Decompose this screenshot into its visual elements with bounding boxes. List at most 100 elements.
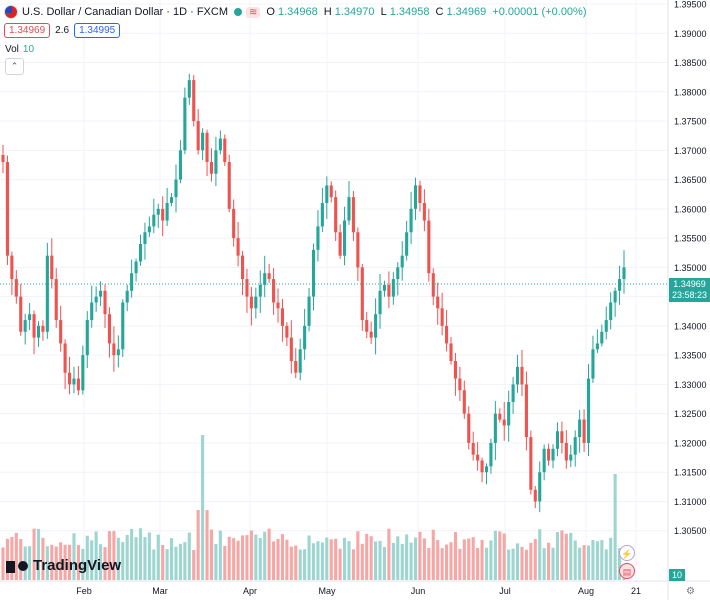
brand-name: TradingView: [33, 557, 122, 574]
candle-body: [258, 284, 262, 297]
candle-body: [555, 431, 560, 449]
volume-value: 10: [22, 44, 35, 55]
volume-bar: [586, 545, 591, 580]
candle-body: [156, 208, 160, 215]
volume-bar: [498, 531, 502, 580]
volume-bar: [378, 540, 382, 580]
buy-button[interactable]: 1.34995: [74, 23, 121, 38]
volume-bar: [161, 544, 165, 580]
volume-bar: [254, 534, 258, 580]
volume-bar: [232, 538, 236, 580]
price-axis[interactable]: 1.39500 1.39000 1.38500 1.38000 1.37500 1.370…: [667, 0, 707, 600]
candle-body: [227, 162, 231, 209]
volume-bar: [320, 542, 324, 580]
volume-bar: [267, 528, 271, 580]
candle-body: [311, 249, 316, 297]
sell-button[interactable]: 1.34969: [4, 23, 51, 38]
candle-body: [600, 331, 604, 344]
candle-body: [405, 232, 409, 256]
candle-body: [391, 279, 395, 297]
candle-body: [374, 314, 378, 338]
candle-body: [329, 185, 333, 198]
volume-bar: [138, 528, 143, 580]
volume-bar: [338, 548, 342, 580]
candle-body: [99, 290, 103, 297]
time-tick-label: May: [318, 586, 336, 596]
volume-bar: [19, 539, 23, 580]
volume-bar: [59, 542, 63, 580]
wave-badge[interactable]: ≋: [246, 6, 261, 18]
candle-body: [174, 179, 178, 198]
volume-bar: [143, 537, 147, 580]
volume-bar: [329, 539, 333, 580]
volume-bar: [311, 543, 316, 580]
price-tick-label: 1.33000: [674, 380, 707, 390]
candle-body: [236, 238, 240, 256]
candle-body: [365, 320, 369, 332]
candle-body: [515, 366, 520, 385]
price-tick-label: 1.37500: [674, 117, 707, 127]
volume-bar: [555, 532, 560, 580]
volume-bar: [50, 544, 54, 580]
volume-bar: [356, 531, 360, 580]
volume-bar: [218, 530, 222, 580]
volume-bar: [85, 535, 89, 580]
candle-body: [489, 442, 493, 467]
change-value: +0.00001 (+0.00%): [492, 6, 587, 18]
price-tick-label: 1.31500: [674, 468, 707, 478]
volume-bar: [165, 549, 169, 580]
volume-bar: [609, 537, 613, 580]
volume-bar: [174, 546, 178, 580]
volume-bar: [36, 528, 41, 580]
collapse-legend-button[interactable]: ⌃: [5, 58, 24, 75]
volume-bar: [134, 537, 138, 580]
volume-bar: [280, 534, 285, 580]
volume-bar: [413, 537, 418, 580]
volume-tag: 10: [669, 569, 685, 581]
volume-bar: [227, 536, 231, 580]
volume-bar: [440, 548, 444, 580]
bar-countdown: 23:58:23: [671, 290, 708, 300]
candle-body: [59, 320, 63, 344]
volume-bar: [369, 536, 373, 580]
candle-body: [547, 448, 551, 461]
tradingview-logo[interactable]: TradingView: [6, 557, 121, 574]
candle-body: [564, 442, 568, 461]
time-tick-label: Jul: [499, 586, 511, 596]
volume-name: Vol: [5, 44, 19, 55]
gear-icon[interactable]: ⚙: [686, 586, 695, 597]
volume-bar: [240, 535, 245, 580]
last-price-value: 1.34969: [673, 279, 706, 289]
volume-legend[interactable]: Vol 10: [5, 44, 34, 55]
time-axis[interactable]: Feb Mar Apr May Jun Jul Aug 21: [0, 580, 710, 596]
candle-body: [484, 466, 489, 473]
flash-icon[interactable]: ⚡: [619, 545, 635, 561]
price-tick-label: 1.38000: [674, 87, 707, 97]
volume-bar: [493, 530, 497, 580]
volume-bar: [564, 533, 568, 580]
calendar-flag-icon[interactable]: ▤: [619, 563, 635, 579]
candle-body: [316, 226, 320, 250]
candle-body: [409, 208, 413, 233]
candle-body: [161, 208, 165, 221]
volume-bar: [449, 542, 453, 580]
price-tick-label: 1.32500: [674, 409, 707, 419]
candle-body: [369, 331, 373, 338]
candle-body: [613, 290, 617, 303]
price-tick-label: 1.35500: [674, 234, 707, 244]
ohlc-values: O 1.34968 H 1.34970 L 1.34958 C 1.34969 +0.0…: [266, 6, 589, 18]
symbol-title[interactable]: U.S. Dollar / Canadian Dollar · 1D · FXC…: [22, 6, 229, 18]
volume-bar: [480, 539, 484, 580]
volume-bar: [578, 547, 582, 580]
candle-body: [351, 197, 355, 233]
candle-body: [76, 378, 80, 391]
volume-bar: [94, 531, 98, 580]
volume-bar: [263, 531, 267, 580]
candle-body: [187, 80, 191, 98]
price-tick-label: 1.33500: [674, 351, 707, 361]
candle-body: [54, 279, 58, 321]
volume-bar: [533, 539, 537, 580]
volume-bar: [294, 545, 298, 580]
candle-body: [471, 442, 475, 455]
